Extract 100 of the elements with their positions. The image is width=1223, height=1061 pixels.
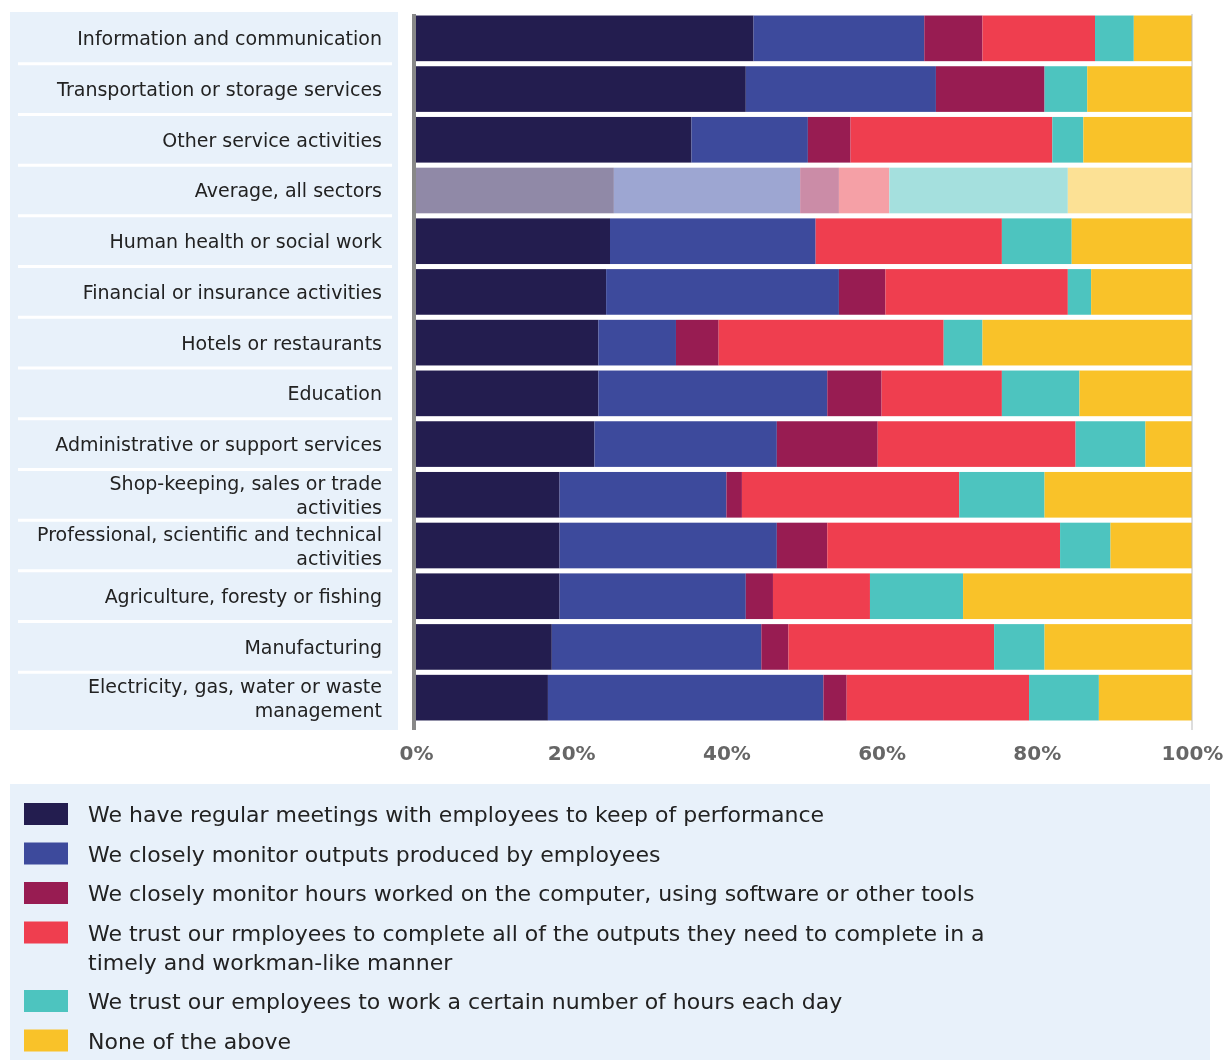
bar xyxy=(788,624,995,670)
bar xyxy=(1083,116,1192,163)
bar xyxy=(753,15,925,62)
bar xyxy=(924,15,983,62)
x-tick-label: 100% xyxy=(1161,741,1223,766)
bar xyxy=(761,624,789,670)
bar xyxy=(1145,421,1192,467)
bar xyxy=(416,370,599,417)
bar xyxy=(1044,624,1192,670)
bar xyxy=(838,269,886,315)
bar xyxy=(559,471,727,518)
bar xyxy=(559,573,746,620)
bar xyxy=(1044,66,1088,112)
legend-label: We trust our rmployees to complete all of the outputs they need to complete in a timely and workman-like manner xyxy=(88,920,985,975)
bar xyxy=(416,15,754,62)
bar xyxy=(598,370,828,417)
bar xyxy=(838,167,890,214)
bar xyxy=(1067,167,1192,214)
y-tick-label: Information and communication xyxy=(77,27,382,50)
bar xyxy=(807,116,851,163)
bar xyxy=(551,624,762,670)
bar xyxy=(416,319,599,366)
bar xyxy=(416,522,560,569)
bar xyxy=(416,218,610,265)
y-tick-label: Manufacturing xyxy=(244,635,382,658)
bar xyxy=(1075,421,1146,467)
y-tick-label: Transportation or storage services xyxy=(56,78,382,101)
bar xyxy=(416,269,607,315)
bar xyxy=(416,573,560,620)
y-tick-label: Human health or social work xyxy=(109,230,382,253)
legend-label: We trust our employees to work a certain number of hours each day xyxy=(88,989,843,1014)
legend-label: We closely monitor hours worked on the computer, using software or other tools xyxy=(88,881,975,906)
bar xyxy=(1133,15,1192,62)
y-tick-label: Financial or insurance activities xyxy=(82,280,382,303)
bar xyxy=(776,421,878,467)
y-tick-label: Other service activities xyxy=(162,128,382,151)
bar xyxy=(1095,15,1134,62)
bar xyxy=(416,66,746,112)
bar xyxy=(745,573,773,620)
bar xyxy=(1067,269,1092,315)
x-tick-label: 0% xyxy=(399,741,434,766)
x-tick-label: 60% xyxy=(858,741,907,766)
bar xyxy=(815,218,1002,265)
y-tick-label: Shop-keeping, sales or trade activities xyxy=(109,471,382,518)
bar xyxy=(943,319,983,366)
bar xyxy=(416,471,560,518)
y-tick-label: Hotels or restaurants xyxy=(181,331,382,354)
y-tick-label: Professional, scientific and technical activities xyxy=(37,522,382,569)
x-tick-label: 20% xyxy=(547,741,596,766)
bar xyxy=(877,421,1076,467)
bar xyxy=(827,522,1061,569)
bar xyxy=(1001,218,1072,265)
bar xyxy=(416,116,692,163)
x-tick-label: 40% xyxy=(702,741,751,766)
bar xyxy=(881,370,1002,417)
bar xyxy=(691,116,808,163)
bar xyxy=(1060,522,1111,569)
bar xyxy=(1098,674,1192,721)
bar xyxy=(741,471,960,518)
bar xyxy=(416,624,552,670)
bar xyxy=(675,319,719,366)
bar xyxy=(598,319,676,366)
bar xyxy=(1079,370,1192,417)
bar xyxy=(982,319,1192,366)
bar xyxy=(1052,116,1084,163)
bar xyxy=(718,319,944,366)
bar xyxy=(1091,269,1192,315)
bar xyxy=(416,674,548,721)
bar xyxy=(869,573,964,620)
bar xyxy=(850,116,1053,163)
bar xyxy=(959,471,1045,518)
bar xyxy=(745,66,936,112)
bar xyxy=(982,15,1095,62)
bar xyxy=(1001,370,1080,417)
bar xyxy=(800,167,839,214)
bar xyxy=(594,421,777,467)
bar xyxy=(776,522,828,569)
bar xyxy=(994,624,1045,670)
bar xyxy=(963,573,1192,620)
bar xyxy=(889,167,1068,214)
bar xyxy=(827,370,882,417)
bar xyxy=(885,269,1068,315)
legend-label: We closely monitor outputs produced by employees xyxy=(88,841,661,867)
bar xyxy=(1029,674,1099,721)
bar xyxy=(772,573,870,620)
bar xyxy=(726,471,742,518)
legend-label: We have regular meetings with employees to keep of performance xyxy=(88,802,825,827)
legend-label: None of the above xyxy=(88,1028,292,1054)
bar xyxy=(559,522,777,569)
bar xyxy=(1071,218,1192,265)
bar xyxy=(935,66,1045,112)
bar xyxy=(606,269,839,315)
bar xyxy=(547,674,824,721)
bar xyxy=(416,167,614,214)
bar xyxy=(416,421,595,467)
y-tick-label: Electricity, gas, water or waste management xyxy=(87,674,382,721)
bar xyxy=(846,674,1030,721)
bar xyxy=(823,674,847,721)
y-tick-label: Education xyxy=(287,382,382,405)
bar xyxy=(1087,66,1192,112)
